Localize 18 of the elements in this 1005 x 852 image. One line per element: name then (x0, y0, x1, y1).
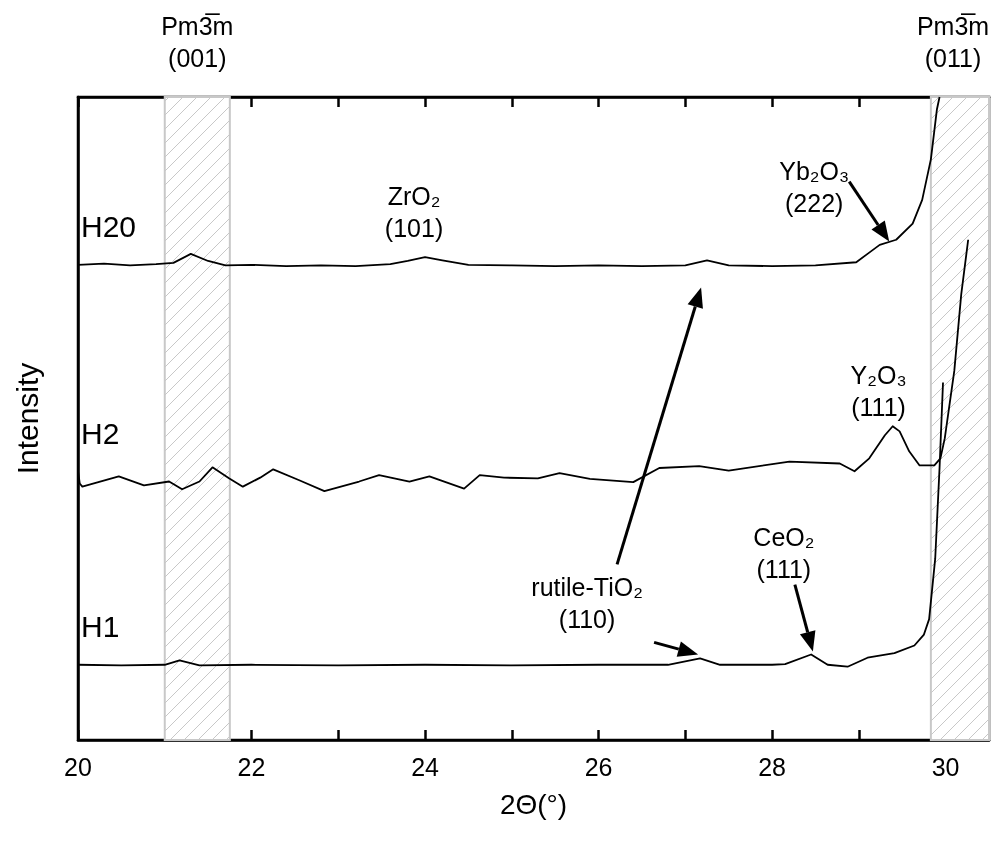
annotation: CeO₂ (111) (753, 522, 815, 583)
series-label: H1 (81, 610, 120, 644)
series-label: H2 (81, 416, 120, 450)
y-axis-title: Intensity (10, 362, 44, 475)
x-tick-label: 22 (237, 752, 266, 781)
x-axis-title: 2Θ(°) (499, 788, 568, 820)
x-tick-label: 24 (411, 752, 440, 781)
x-tick-label: 30 (931, 752, 960, 781)
annotation: rutile-TiO₂ (110) (531, 573, 643, 634)
x-tick-label: 26 (584, 752, 613, 781)
band-label: Pm3̅m (001) (161, 12, 234, 72)
x-tick-label: 28 (758, 752, 786, 781)
annotation: ZrO₂ (101) (384, 182, 444, 243)
annotation: Yb₂O₃ (222) (779, 156, 850, 217)
annotation: Y₂O₃ (111) (850, 361, 907, 422)
band-label: Pm3̅m (011) (916, 12, 990, 72)
series-label: H20 (81, 210, 137, 244)
x-tick-label: 20 (64, 752, 92, 781)
